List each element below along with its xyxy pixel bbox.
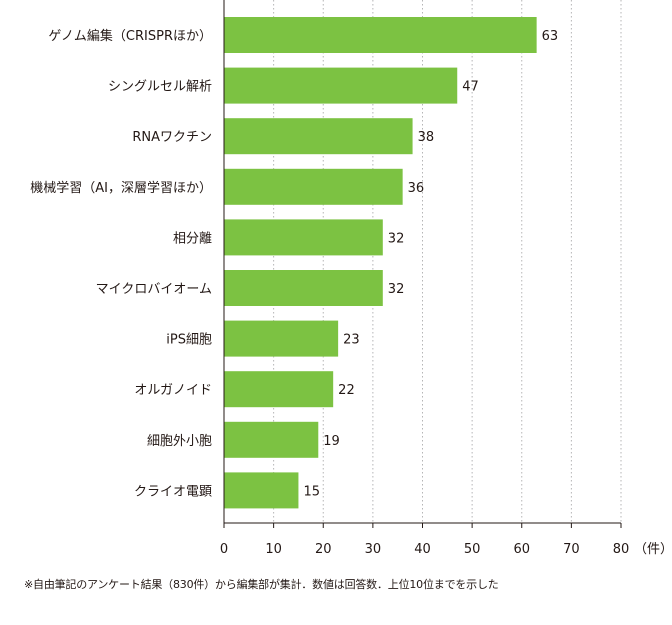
x-tick-label: 60 xyxy=(513,542,530,557)
category-label: オルガノイド xyxy=(134,383,212,398)
bar xyxy=(224,118,413,155)
value-label: 36 xyxy=(408,181,425,196)
x-tick-label: 80 xyxy=(613,542,630,557)
bar xyxy=(224,67,458,104)
category-label: 相分離 xyxy=(173,231,212,246)
category-label: 細胞外小胞 xyxy=(147,434,212,449)
bar xyxy=(224,320,339,357)
bar-chart: ゲノム編集（CRISPRほか） シングルセル解析 RNAワクチン機械学習（AI，深層… xyxy=(30,0,672,557)
value-label: 15 xyxy=(303,484,320,499)
x-tick-label: 10 xyxy=(265,542,282,557)
x-tick-label: 50 xyxy=(464,542,481,557)
bar xyxy=(224,17,537,53)
category-label: 機械学習（AI，深層学習ほか） xyxy=(30,180,212,196)
category-labels: ゲノム編集（CRISPRほか） シングルセル解析 RNAワクチン機械学習（AI，深層… xyxy=(30,28,212,499)
value-label: 32 xyxy=(388,231,405,246)
footnote: ※自由筆記のアンケート結果（830件）から編集部が集計．数値は回答数．上位10位… xyxy=(24,578,499,591)
x-tick-label: 0 xyxy=(220,542,228,557)
x-tick-label: 40 xyxy=(414,542,431,557)
x-tick-label: 20 xyxy=(315,542,332,557)
category-label: iPS細胞 xyxy=(166,333,212,348)
category-label: RNAワクチン xyxy=(132,130,212,145)
bar xyxy=(224,371,334,408)
category-label: ゲノム編集（CRISPRほか） xyxy=(48,28,212,44)
value-label: 63 xyxy=(542,29,559,44)
x-tick-label: 70 xyxy=(563,542,580,557)
bar xyxy=(224,421,319,458)
category-label: マイクロバイオーム xyxy=(96,282,212,297)
value-label: 32 xyxy=(388,282,405,297)
value-label: 47 xyxy=(462,80,479,95)
bars xyxy=(224,17,537,509)
x-axis: 0 10 20 30 40 50 60 70 80 （件） xyxy=(220,0,672,557)
bar xyxy=(224,168,403,205)
bar xyxy=(224,219,383,256)
x-tick-label: 30 xyxy=(365,542,382,557)
value-label: 38 xyxy=(418,130,435,145)
value-label: 23 xyxy=(343,333,360,348)
category-label: シングルセル解析 xyxy=(108,80,212,95)
value-label: 19 xyxy=(323,434,340,449)
bar xyxy=(224,270,383,306)
value-label: 22 xyxy=(338,383,355,398)
x-axis-unit: （件） xyxy=(634,542,672,557)
gridlines xyxy=(273,0,622,523)
bar xyxy=(224,472,299,509)
category-label: クライオ電顕 xyxy=(134,484,212,499)
value-labels: 63 47 38 36 32 32 23 22 19 15 xyxy=(303,29,558,499)
